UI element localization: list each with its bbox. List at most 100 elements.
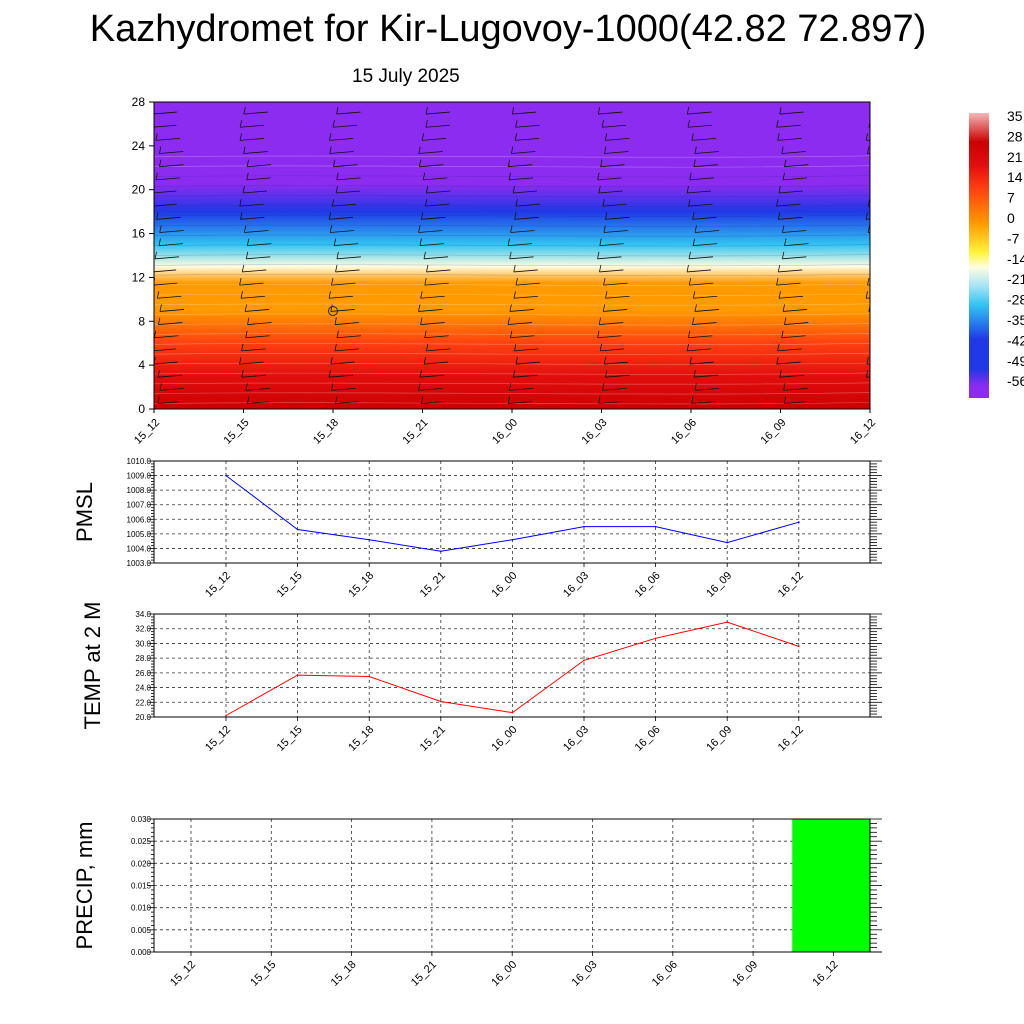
wind-barb-staff xyxy=(418,159,422,167)
x-tick-label: 15_15 xyxy=(275,570,305,600)
wind-barb-flag xyxy=(778,269,803,273)
wind-barb-staff xyxy=(777,212,781,220)
wind-barb-flag xyxy=(336,335,362,339)
x-tick-label: 16_00 xyxy=(489,724,519,754)
wind-barb-staff xyxy=(331,278,334,286)
wind-barb-staff xyxy=(155,172,158,180)
wind-barb-flag xyxy=(872,244,896,246)
wind-barb-flag xyxy=(509,387,534,391)
wind-barb-staff xyxy=(158,238,161,246)
wind-barb-staff xyxy=(328,370,331,378)
wind-barb-flag xyxy=(426,348,451,352)
wind-barb-flag xyxy=(336,177,361,181)
wind-barb-flag xyxy=(874,178,898,180)
wind-barb-flag xyxy=(688,256,714,260)
wind-barb-flag xyxy=(688,203,713,207)
wind-barb-flag xyxy=(867,284,870,286)
wind-barb-flag xyxy=(154,348,177,352)
contour-line xyxy=(154,392,870,395)
x-tick-label: 16_00 xyxy=(490,417,520,447)
wind-barb-staff xyxy=(686,343,689,351)
wind-barb-staff xyxy=(152,344,154,351)
wind-barb-staff xyxy=(418,225,421,233)
x-tick-label: 15_18 xyxy=(311,417,341,447)
wind-barb-flag xyxy=(156,216,181,220)
wind-barb-flag xyxy=(154,282,178,286)
wind-barb-flag xyxy=(511,151,536,154)
temp-point xyxy=(368,675,371,678)
wind-barb-staff xyxy=(241,343,244,351)
wind-barb-staff xyxy=(157,396,160,404)
wind-barb-flag xyxy=(776,124,801,128)
wind-barb-staff xyxy=(600,159,603,167)
wind-barb-staff xyxy=(873,107,875,114)
cross-section-plot: 0 4 8 12 16 20 24 28 15_12 15_15 15_18 15_21 16_00 16… xyxy=(132,95,898,447)
wind-barb-staff xyxy=(779,106,782,115)
colorbar-label: -56 xyxy=(1007,373,1024,389)
pmsl-point xyxy=(511,538,514,541)
wind-barb-staff xyxy=(873,397,875,404)
pmsl-plot: 1003.0 1004.0 1005.0 1006.0 1007.0 1008.0 1009… xyxy=(72,457,882,600)
pmsl-point xyxy=(440,550,442,553)
wind-barb-staff xyxy=(784,159,787,167)
wind-barb-flag xyxy=(247,401,272,404)
y-tick-label: 1008.0 xyxy=(127,486,152,495)
wind-barb-flag xyxy=(868,231,870,233)
wind-barb-staff xyxy=(154,251,157,259)
y-tick-label: 1005.0 xyxy=(127,530,152,539)
wind-barb-flag xyxy=(240,295,266,299)
wind-barb-flag xyxy=(239,137,265,141)
wind-barb-flag xyxy=(421,401,446,404)
wind-barb-staff xyxy=(686,106,690,115)
pmsl-point xyxy=(583,525,585,528)
wind-barb-staff xyxy=(781,251,785,259)
x-tick-label: 16_06 xyxy=(633,570,663,600)
wind-barb-staff xyxy=(867,146,870,154)
wind-barb-staff xyxy=(603,356,607,365)
wind-barb-staff xyxy=(602,199,605,207)
wind-barb-staff xyxy=(872,265,874,272)
wind-barb-staff xyxy=(776,120,779,128)
wind-barb-flag xyxy=(509,309,534,312)
wind-barb-flag xyxy=(154,203,177,207)
x-tick-label: 15_18 xyxy=(329,959,359,989)
y-tick-label: 34.0 xyxy=(135,610,151,619)
temp-frame xyxy=(153,613,871,718)
wind-barb-staff xyxy=(243,106,246,115)
wind-barb-flag xyxy=(776,203,801,207)
wind-barb-flag xyxy=(693,295,718,299)
x-tick-label: 15_21 xyxy=(418,724,448,754)
wind-barb-flag xyxy=(421,216,446,220)
wind-barb-staff xyxy=(691,133,694,141)
wind-barb-staff xyxy=(784,238,787,246)
y-tick-label: 0.005 xyxy=(131,926,152,935)
wind-barb-flag xyxy=(246,177,271,181)
y-tick-label: 1006.0 xyxy=(127,515,152,524)
wind-barb-flag xyxy=(515,124,540,128)
wind-barb-staff xyxy=(692,291,696,299)
wind-barb-staff xyxy=(159,225,162,233)
wind-barb-flag xyxy=(419,374,445,378)
wind-barb-flag xyxy=(598,111,623,115)
wind-barb-flag xyxy=(873,402,897,404)
wind-barb-staff xyxy=(332,120,335,128)
y-tick-label: 1009.0 xyxy=(127,472,152,481)
wind-barb-staff xyxy=(874,331,876,338)
wind-barb-staff xyxy=(693,159,696,167)
wind-barb-flag xyxy=(419,164,444,168)
pmsl-point xyxy=(654,525,657,528)
contour-line xyxy=(154,224,870,227)
wind-barb-staff xyxy=(867,199,870,207)
wind-barb-flag xyxy=(603,282,628,286)
wind-barb-flag xyxy=(598,190,623,194)
wind-barb-flag xyxy=(426,269,451,273)
wind-barb-flag xyxy=(778,190,803,194)
wind-barb-staff xyxy=(421,133,425,141)
wind-barb-flag xyxy=(782,177,808,181)
chart-title: Kazhydromet for Kir-Lugovoy-1000(42.82 7… xyxy=(89,8,927,50)
wind-barb-staff xyxy=(156,212,159,220)
wind-barb-flag xyxy=(515,203,540,207)
wind-barb-staff xyxy=(329,133,332,141)
wind-barb-flag xyxy=(335,401,360,404)
colorbar-bar xyxy=(969,113,989,398)
